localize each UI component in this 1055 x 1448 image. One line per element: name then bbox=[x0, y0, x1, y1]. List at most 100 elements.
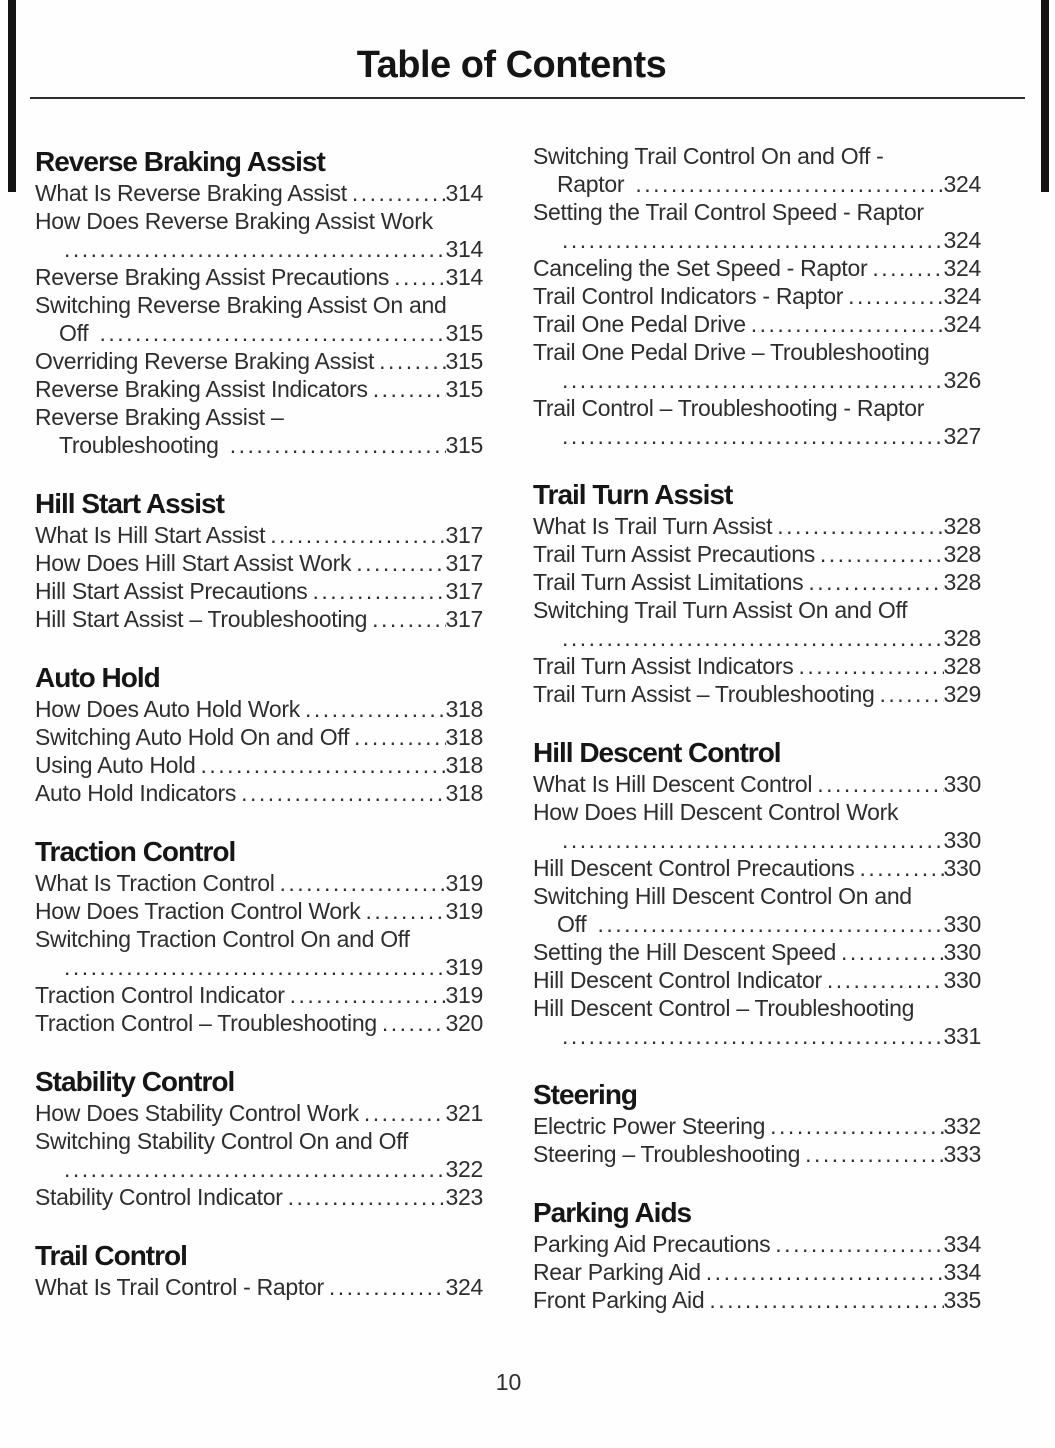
toc-entry-line: Auto Hold Indicators....................… bbox=[35, 779, 483, 807]
dots-leader: ........................................… bbox=[379, 348, 445, 374]
entry-label: Front Parking Aid bbox=[533, 1287, 705, 1313]
dots-leader: ........................................… bbox=[817, 771, 943, 797]
toc-section: Reverse Braking Assist What Is Reverse Br… bbox=[35, 147, 483, 459]
toc-entry-line: Rear Parking Aid........................… bbox=[533, 1258, 981, 1286]
entry-page-number: 330 bbox=[943, 771, 981, 797]
toc-entry-line: What Is Traction Control................… bbox=[35, 869, 483, 897]
toc-entry-line: Switching Stability Control On and Off bbox=[35, 1127, 483, 1155]
dots-leader: ........................................… bbox=[705, 1259, 944, 1285]
entry-page-number: 328 bbox=[943, 653, 981, 679]
toc-section: Traction Control What Is Traction Control… bbox=[35, 837, 483, 1037]
dots-leader: ........................................… bbox=[64, 236, 446, 262]
entry-label: Canceling the Set Speed - Raptor bbox=[533, 255, 868, 281]
dots-leader: ........................................… bbox=[372, 376, 446, 402]
toc-entry-line: What Is Trail Control - Raptor..........… bbox=[35, 1273, 483, 1301]
dots-leader: ........................................… bbox=[819, 541, 944, 567]
entry-label: Hill Descent Control Indicator bbox=[533, 967, 822, 993]
entry-page-number: 334 bbox=[943, 1259, 981, 1285]
toc-section: Auto Hold How Does Auto Hold Work........… bbox=[35, 663, 483, 807]
toc-entry-line: Switching Traction Control On and Off bbox=[35, 925, 483, 953]
dots-leader: ........................................… bbox=[372, 606, 445, 632]
toc-entry-line: Hill Descent Control Precautions........… bbox=[533, 854, 981, 882]
entry-label: Traction Control Indicator bbox=[35, 982, 285, 1008]
entry-label: Troubleshooting bbox=[59, 432, 225, 458]
folio-page-number: 10 bbox=[495, 1369, 522, 1395]
toc-entry-line: Hill Start Assist – Troubleshooting.....… bbox=[35, 605, 483, 633]
entry-label: Hill Start Assist – Troubleshooting bbox=[35, 606, 368, 632]
toc-entry-line: Canceling the Set Speed - Raptor........… bbox=[533, 254, 981, 282]
toc-entry-line: Front Parking Aid.......................… bbox=[533, 1286, 981, 1314]
section-heading: Auto Hold bbox=[35, 662, 161, 693]
entry-page-number: 331 bbox=[943, 1023, 981, 1049]
entry-page-number: 315 bbox=[445, 348, 483, 374]
entry-page-number: 330 bbox=[943, 939, 981, 965]
entry-label: Raptor bbox=[557, 171, 631, 197]
entry-label: Stability Control Indicator bbox=[35, 1184, 283, 1210]
dots-leader: ........................................… bbox=[840, 939, 944, 965]
entry-page-number: 334 bbox=[943, 1231, 981, 1257]
entry-page-number: 318 bbox=[445, 696, 483, 722]
toc-entry-line: Off ....................................… bbox=[533, 910, 981, 938]
toc-entry-line: Reverse Braking Assist Precautions......… bbox=[35, 263, 483, 291]
entry-label: What Is Traction Control bbox=[35, 870, 275, 896]
toc-entry-line: Trail One Pedal Drive – Troubleshooting bbox=[533, 338, 981, 366]
toc-entry-line: What Is Hill Descent Control............… bbox=[533, 770, 981, 798]
dots-leader: ........................................… bbox=[394, 264, 445, 290]
dots-leader: ........................................… bbox=[289, 982, 446, 1008]
entry-label: Reverse Braking Assist Precautions bbox=[35, 264, 390, 290]
dots-leader: ........................................… bbox=[562, 367, 944, 393]
entry-label: How Does Traction Control Work bbox=[35, 898, 361, 924]
entry-page-number: 324 bbox=[943, 255, 981, 281]
entry-page-number: 319 bbox=[445, 898, 483, 924]
entry-label: Off bbox=[557, 911, 593, 937]
toc-entry-line: ........................................… bbox=[533, 226, 981, 254]
entry-page-number: 317 bbox=[445, 550, 483, 576]
dots-leader: ........................................… bbox=[354, 724, 445, 750]
entry-page-number: 328 bbox=[943, 569, 981, 595]
dots-leader: ........................................… bbox=[312, 578, 446, 604]
entry-label: How Does Stability Control Work bbox=[35, 1100, 359, 1126]
toc-column-right: Switching Trail Control On and Off - Rapt… bbox=[533, 117, 981, 1314]
entry-page-number: 330 bbox=[943, 911, 981, 937]
entry-label: Traction Control – Troubleshooting bbox=[35, 1010, 377, 1036]
dots-leader: ........................................… bbox=[879, 681, 944, 707]
toc-entry-line: Steering – Troubleshooting..............… bbox=[533, 1140, 981, 1168]
toc-entry-line: Parking Aid Precautions.................… bbox=[533, 1230, 981, 1258]
toc-entry-line: Setting the Trail Control Speed - Raptor bbox=[533, 198, 981, 226]
entry-page-number: 317 bbox=[445, 522, 483, 548]
dots-leader: ........................................… bbox=[200, 752, 445, 778]
toc-entry-line: Trail Turn Assist Indicators............… bbox=[533, 652, 981, 680]
toc-entry-line: How Does Reverse Braking Assist Work bbox=[35, 207, 483, 235]
dots-leader: ........................................… bbox=[826, 967, 944, 993]
entry-label: Using Auto Hold bbox=[35, 752, 196, 778]
entry-label: Hill Start Assist Precautions bbox=[35, 578, 308, 604]
entry-label: Setting the Trail Control Speed - Raptor bbox=[533, 199, 924, 225]
toc-entry-line: How Does Auto Hold Work.................… bbox=[35, 695, 483, 723]
section-heading: Hill Descent Control bbox=[533, 737, 782, 768]
entry-page-number: 315 bbox=[445, 320, 483, 346]
entry-page-number: 317 bbox=[445, 578, 483, 604]
toc-entry-line: Hill Start Assist Precautions...........… bbox=[35, 577, 483, 605]
toc-section: Trail Control What Is Trail Control - Rap… bbox=[35, 1241, 483, 1301]
entry-page-number: 332 bbox=[943, 1113, 981, 1139]
entry-page-number: 328 bbox=[943, 625, 981, 651]
entry-label: Switching Reverse Braking Assist On and bbox=[35, 292, 447, 318]
entry-page-number: 333 bbox=[943, 1141, 981, 1167]
dots-leader: ........................................… bbox=[287, 1184, 446, 1210]
entry-label: Trail One Pedal Drive bbox=[533, 311, 746, 337]
toc-entry-line: Switching Trail Control On and Off - bbox=[533, 142, 981, 170]
toc-entry-line: Switching Reverse Braking Assist On and bbox=[35, 291, 483, 319]
entry-page-number: 318 bbox=[445, 724, 483, 750]
toc-entry-line: What Is Hill Start Assist...............… bbox=[35, 521, 483, 549]
entry-page-number: 318 bbox=[445, 752, 483, 778]
dots-leader: ........................................… bbox=[562, 625, 944, 651]
toc-entry-line: How Does Traction Control Work..........… bbox=[35, 897, 483, 925]
toc-entry-line: ........................................… bbox=[533, 624, 981, 652]
toc-entry-line: Reverse Braking Assist Indicators.......… bbox=[35, 375, 483, 403]
dots-leader: ........................................… bbox=[562, 227, 944, 253]
entry-label: Switching Auto Hold On and Off bbox=[35, 724, 350, 750]
entry-label: What Is Trail Turn Assist bbox=[533, 513, 773, 539]
dots-leader: ........................................… bbox=[279, 870, 446, 896]
toc-columns: Reverse Braking Assist What Is Reverse Br… bbox=[35, 117, 1025, 1314]
entry-label: Hill Descent Control – Troubleshooting bbox=[533, 995, 915, 1021]
